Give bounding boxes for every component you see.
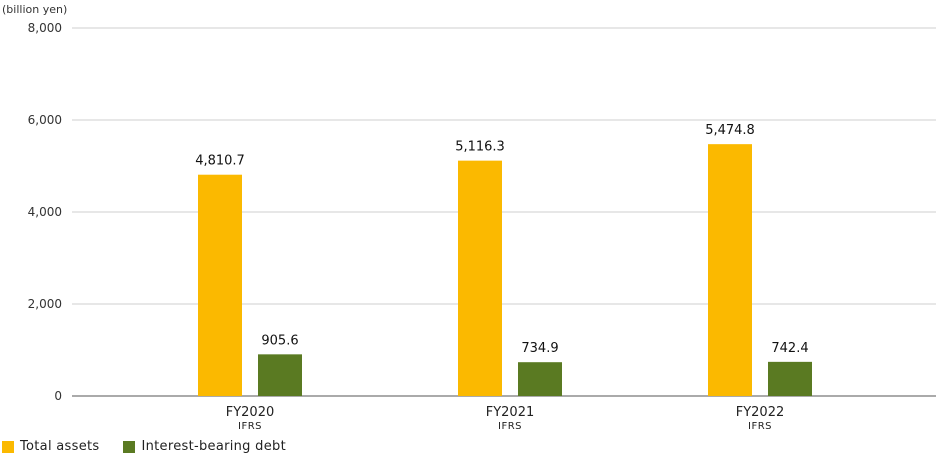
legend-label-total-assets: Total assets <box>20 439 100 454</box>
bar-interest-bearing-debt <box>768 361 812 396</box>
x-category-sublabel: IFRS <box>748 421 772 432</box>
data-label: 5,474.8 <box>705 123 755 138</box>
y-axis-ticks: 0 2,000 4,000 6,000 8,000 <box>28 21 62 403</box>
x-category-label: FY2021 <box>486 405 535 420</box>
data-label: 905.6 <box>261 333 298 348</box>
y-tick-label: 8,000 <box>28 21 62 35</box>
y-axis-unit-label: (billion yen) <box>2 3 67 16</box>
y-tick-label: 6,000 <box>28 113 62 127</box>
y-tick-label: 2,000 <box>28 297 62 311</box>
data-label: 5,116.3 <box>455 140 505 155</box>
legend-label-interest-bearing-debt: Interest-bearing debt <box>141 439 286 454</box>
x-category-sublabel: IFRS <box>498 421 522 432</box>
x-category-sublabel: IFRS <box>238 421 262 432</box>
legend: Total assets Interest-bearing debt <box>2 439 310 454</box>
bar-interest-bearing-debt <box>258 354 302 396</box>
legend-item-interest-bearing-debt: Interest-bearing debt <box>123 439 286 454</box>
y-tick-label: 0 <box>54 389 62 403</box>
data-labels: 4,810.7 905.6 5,116.3 734.9 5,474.8 742.4 <box>195 123 808 356</box>
data-label: 4,810.7 <box>195 154 245 169</box>
x-category-label: FY2022 <box>736 405 785 420</box>
legend-item-total-assets: Total assets <box>2 439 99 454</box>
bar-total-assets <box>198 174 242 396</box>
legend-swatch-total-assets <box>2 440 14 453</box>
x-category-label: FY2020 <box>226 405 275 420</box>
y-tick-label: 4,000 <box>28 205 62 219</box>
data-label: 742.4 <box>771 341 808 356</box>
bar-total-assets <box>458 160 502 396</box>
data-label: 734.9 <box>521 341 558 356</box>
bars <box>198 144 812 396</box>
legend-swatch-interest-bearing-debt <box>123 440 136 453</box>
bar-total-assets <box>708 144 752 396</box>
bar-interest-bearing-debt <box>518 362 562 396</box>
